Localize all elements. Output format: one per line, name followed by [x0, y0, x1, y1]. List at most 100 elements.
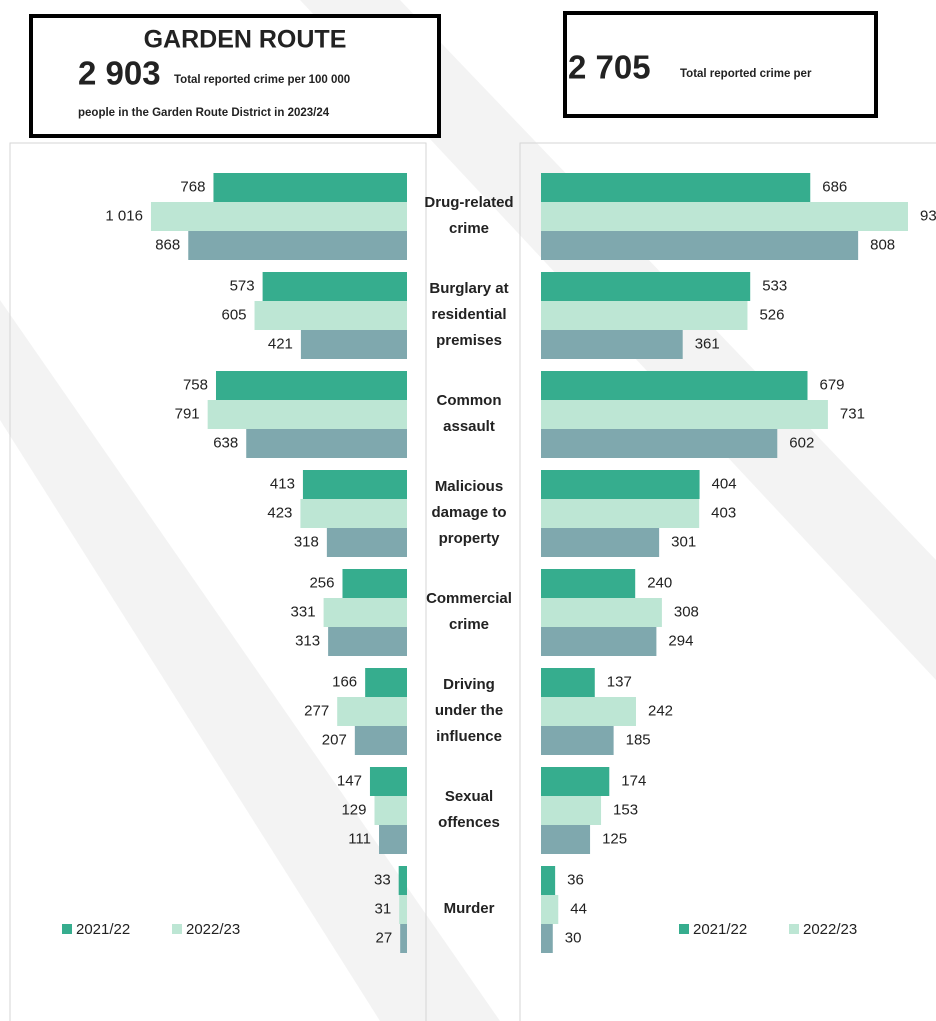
- bar: [541, 499, 700, 528]
- data-label: 174: [621, 772, 646, 789]
- bar: [374, 796, 407, 825]
- data-label: 44: [570, 900, 587, 917]
- data-label: 294: [668, 632, 693, 649]
- data-label: 313: [295, 632, 320, 649]
- data-label: 242: [648, 702, 673, 719]
- data-label: 403: [711, 504, 736, 521]
- bar: [323, 598, 407, 627]
- category-label: assault: [443, 418, 495, 435]
- bar: [326, 528, 407, 557]
- data-label: 421: [268, 335, 293, 352]
- category-label: Commercial: [426, 590, 512, 607]
- bar: [541, 202, 908, 231]
- category-label: Murder: [444, 900, 495, 917]
- data-label: 27: [376, 929, 393, 946]
- data-label: 935: [920, 207, 936, 224]
- category-label: under the: [435, 702, 503, 719]
- legend-swatch: [789, 924, 799, 934]
- data-label: 533: [762, 277, 787, 294]
- bar: [541, 231, 859, 260]
- bar: [342, 569, 407, 598]
- data-label: 207: [322, 731, 347, 748]
- legend-label: 2022/23: [186, 921, 240, 938]
- data-label: 185: [626, 731, 651, 748]
- data-label: 605: [222, 306, 247, 323]
- bar: [541, 796, 602, 825]
- category-label: Burglary at: [429, 280, 508, 297]
- bar: [541, 726, 614, 755]
- bar: [541, 825, 591, 854]
- category-label: offences: [438, 814, 500, 831]
- headline: 2 705: [568, 49, 651, 86]
- legend-swatch: [62, 924, 72, 934]
- data-label: 602: [789, 434, 814, 451]
- bar: [300, 499, 407, 528]
- data-label: 111: [348, 830, 371, 847]
- data-label: 573: [230, 277, 255, 294]
- bar: [541, 569, 636, 598]
- category-label: Drug-related: [424, 194, 513, 211]
- bar: [541, 895, 559, 924]
- bar: [541, 866, 556, 895]
- data-label: 768: [180, 178, 205, 195]
- subtitle: Total reported crime per 100 000: [174, 74, 350, 86]
- legend-label: 2022/23: [803, 921, 857, 938]
- bar: [254, 301, 407, 330]
- data-label: 277: [304, 702, 329, 719]
- header-box: [563, 11, 878, 118]
- data-label: 240: [647, 574, 672, 591]
- data-label: 1 016: [105, 207, 143, 224]
- category-label: premises: [436, 332, 502, 349]
- note: people in the Garden Route District in 2…: [78, 107, 330, 119]
- category-label: property: [439, 530, 501, 547]
- data-label: 153: [613, 801, 638, 818]
- subtitle: Total reported crime per: [680, 68, 812, 80]
- panel: [9, 142, 427, 1021]
- bar: [541, 528, 660, 557]
- category-label: crime: [449, 616, 489, 633]
- data-label: 30: [565, 929, 582, 946]
- bar: [262, 272, 407, 301]
- data-label: 256: [309, 574, 334, 591]
- bar: [379, 825, 407, 854]
- bar: [541, 697, 636, 726]
- data-label: 129: [341, 801, 366, 818]
- bar: [215, 371, 407, 400]
- data-label: 758: [183, 376, 208, 393]
- data-label: 166: [332, 673, 357, 690]
- bar: [541, 924, 553, 953]
- data-label: 404: [712, 475, 737, 492]
- data-label: 33: [374, 871, 391, 888]
- data-label: 147: [337, 772, 362, 789]
- bar: [365, 668, 407, 697]
- bar: [213, 173, 407, 202]
- bar: [302, 470, 407, 499]
- title: GARDEN ROUTE: [144, 26, 347, 54]
- category-label: Sexual: [445, 788, 493, 805]
- panel: [519, 142, 936, 1021]
- bar: [354, 726, 407, 755]
- bar: [541, 470, 700, 499]
- bar: [541, 627, 657, 656]
- bar: [150, 202, 407, 231]
- bar: [246, 429, 407, 458]
- category-label: influence: [436, 728, 502, 745]
- bar: [541, 272, 751, 301]
- legend-label: 2021/22: [693, 921, 747, 938]
- bar: [541, 767, 610, 796]
- bar: [541, 173, 811, 202]
- data-label: 423: [267, 504, 292, 521]
- bar: [541, 598, 662, 627]
- data-label: 731: [840, 405, 865, 422]
- data-label: 31: [375, 900, 392, 917]
- data-label: 361: [695, 335, 720, 352]
- category-label: crime: [449, 220, 489, 237]
- data-label: 137: [607, 673, 632, 690]
- data-label: 686: [822, 178, 847, 195]
- bar: [541, 668, 595, 697]
- bar: [541, 371, 808, 400]
- bar: [188, 231, 407, 260]
- bar: [541, 330, 683, 359]
